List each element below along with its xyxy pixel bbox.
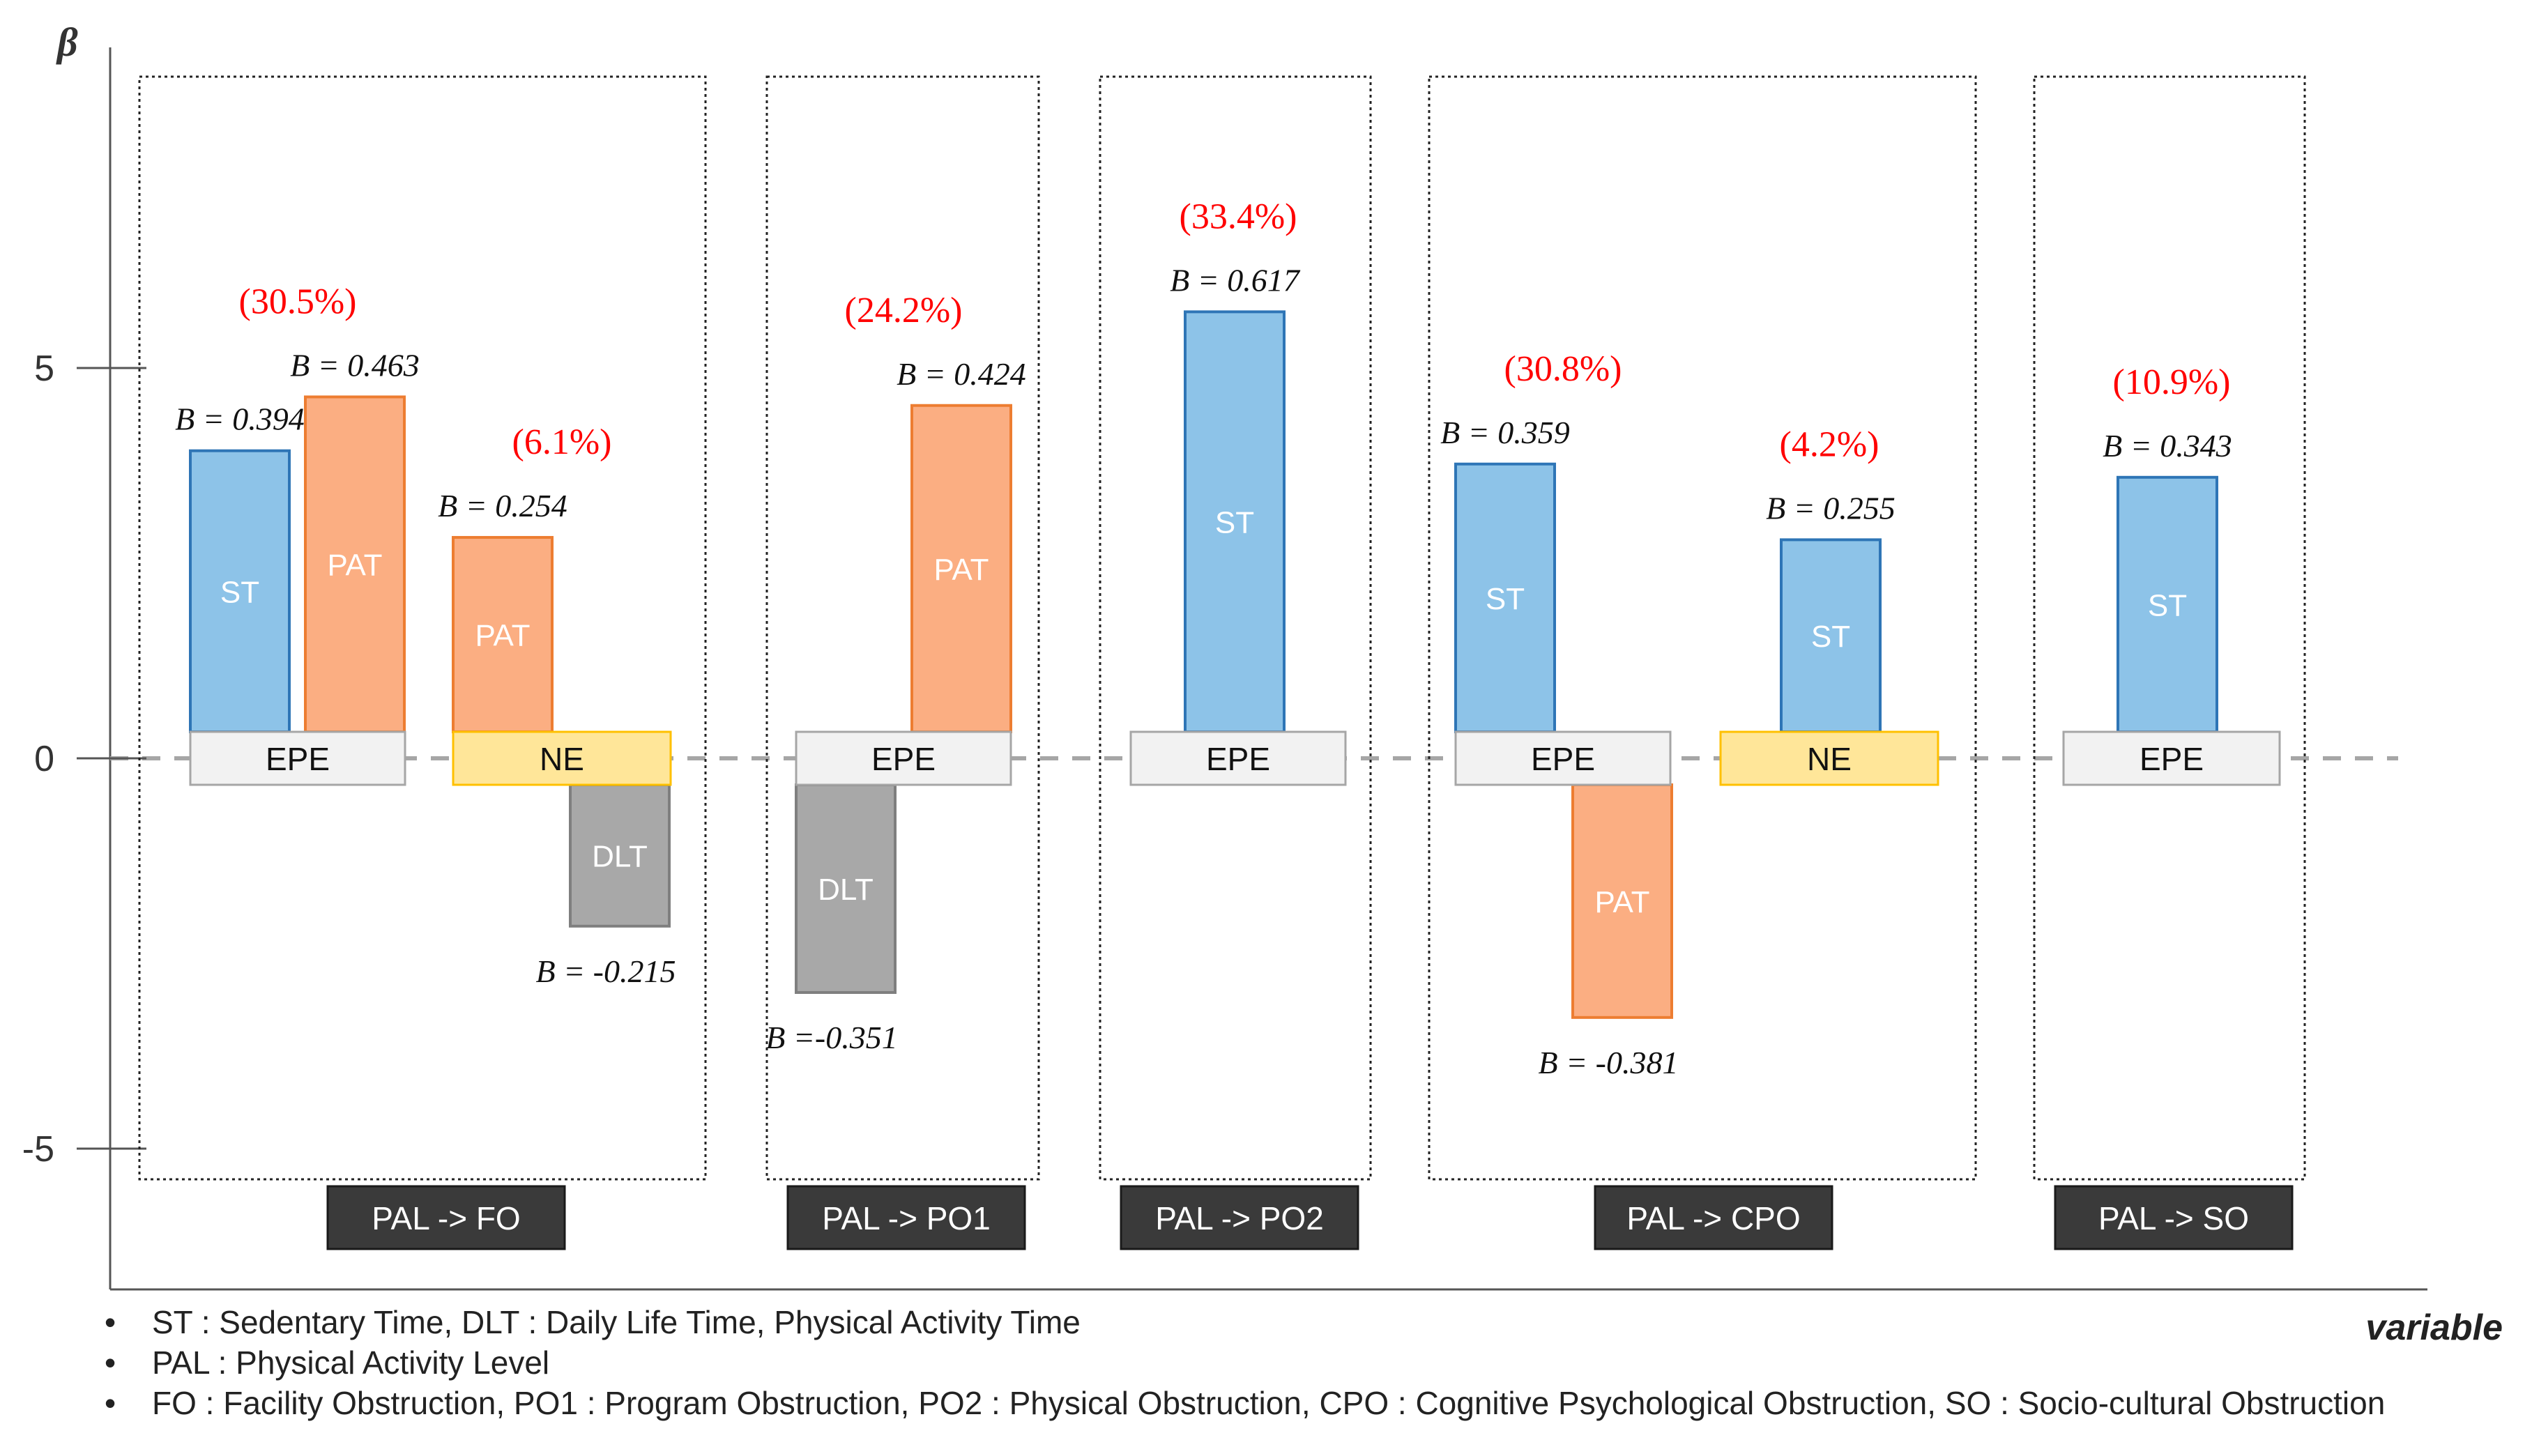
panel-label: PAL -> PO1 bbox=[822, 1200, 991, 1236]
panel-label: PAL -> FO bbox=[372, 1200, 520, 1236]
footnote-text: FO : Facility Obstruction, PO1 : Program… bbox=[152, 1385, 2386, 1421]
bar-dlt bbox=[795, 783, 897, 994]
footnote-item: • FO : Facility Obstruction, PO1 : Progra… bbox=[105, 1383, 2385, 1423]
panel-frame bbox=[765, 75, 1040, 1181]
b-value-label: B = 0.617 bbox=[1170, 262, 1301, 298]
mediator-label: EPE bbox=[266, 741, 330, 777]
mediator-box-epe bbox=[1454, 730, 1672, 786]
bullet: • bbox=[105, 1385, 116, 1421]
bar-name-label: ST bbox=[1215, 506, 1254, 540]
mediator-label: EPE bbox=[871, 741, 936, 777]
panel-label-box bbox=[1120, 1185, 1359, 1250]
b-value-label: B = 0.254 bbox=[438, 488, 567, 523]
bar-st bbox=[189, 449, 291, 733]
bar-name-label: DLT bbox=[818, 873, 874, 907]
percent-label: (33.4%) bbox=[1180, 197, 1297, 236]
mediator-label: EPE bbox=[1206, 741, 1270, 777]
bar-name-label: PAT bbox=[933, 553, 989, 587]
bar-name-label: ST bbox=[220, 575, 259, 609]
panel-label-box bbox=[786, 1185, 1026, 1250]
mediator-box-epe bbox=[795, 730, 1012, 786]
panel-label: PAL -> PO2 bbox=[1155, 1200, 1324, 1236]
percent-label: (30.5%) bbox=[239, 282, 357, 321]
bar-name-label: PAT bbox=[1594, 885, 1649, 919]
bar-name-label: PAT bbox=[327, 549, 382, 583]
b-value-label: B = 0.394 bbox=[175, 401, 305, 437]
panel-label: PAL -> SO bbox=[2098, 1200, 2249, 1236]
y-tick-label: 0 bbox=[34, 739, 54, 779]
b-value-label: B = 0.255 bbox=[1766, 490, 1896, 526]
mediator-box-ne bbox=[452, 730, 672, 786]
labels: ST PAT EPE B = 0.394 B = 0.463 (30.5%) PAT DLT N… bbox=[175, 197, 2232, 1080]
b-value-label: B =-0.351 bbox=[765, 1020, 897, 1055]
bar-pat bbox=[910, 404, 1012, 733]
panel-frame bbox=[1099, 75, 1372, 1181]
mediator-box-epe bbox=[1129, 730, 1347, 786]
percent-label: (4.2%) bbox=[1780, 424, 1879, 464]
panels: PAL -> FO PAL -> PO1 PAL -> PO2 PAL -> CPO P… bbox=[138, 75, 2306, 1250]
bar-st bbox=[2117, 475, 2218, 733]
panel-frame bbox=[2033, 75, 2306, 1181]
b-value-label: B = 0.343 bbox=[2103, 428, 2232, 463]
panel-label-box bbox=[326, 1185, 566, 1250]
bullet: • bbox=[105, 1344, 116, 1381]
mediator-label: EPE bbox=[2140, 741, 2204, 777]
mediator-box-ne bbox=[1719, 730, 1939, 786]
panel-frame bbox=[138, 75, 707, 1181]
mediator-box-epe bbox=[2062, 730, 2281, 786]
y-tick-label: -5 bbox=[22, 1129, 54, 1170]
footnote-item: • PAL : Physical Activity Level bbox=[105, 1342, 2385, 1383]
x-axis-label: variable bbox=[2365, 1308, 2503, 1348]
bar-st bbox=[1454, 462, 1556, 733]
bar-name-label: ST bbox=[1811, 620, 1850, 654]
bullet: • bbox=[105, 1304, 116, 1340]
panel-label-box bbox=[2054, 1185, 2294, 1250]
bar-name-label: DLT bbox=[592, 839, 648, 873]
panel-label: PAL -> CPO bbox=[1626, 1200, 1800, 1236]
bar-st bbox=[1780, 538, 1882, 734]
footnote-text: ST : Sedentary Time, DLT : Daily Life Ti… bbox=[152, 1304, 1081, 1340]
panel-frame bbox=[1428, 75, 1977, 1181]
mediator-label: NE bbox=[1807, 741, 1852, 777]
b-value-label: B = -0.215 bbox=[536, 953, 676, 989]
panel-label-box bbox=[1594, 1185, 1833, 1250]
percent-label: (10.9%) bbox=[2113, 362, 2231, 402]
bar-name-label: ST bbox=[1486, 582, 1525, 616]
bar-st bbox=[1184, 310, 1286, 733]
b-value-label: B = 0.424 bbox=[897, 356, 1026, 392]
footnote-text: PAL : Physical Activity Level bbox=[152, 1344, 550, 1381]
y-tick-label: 5 bbox=[34, 348, 54, 389]
bar-name-label: PAT bbox=[475, 619, 530, 653]
bar-dlt bbox=[569, 783, 671, 928]
percent-label: (30.8%) bbox=[1504, 349, 1622, 389]
b-value-label: B = -0.381 bbox=[1539, 1045, 1679, 1080]
percent-label: (6.1%) bbox=[512, 422, 612, 462]
bars bbox=[189, 310, 2281, 1019]
b-value-label: B = 0.359 bbox=[1440, 415, 1570, 450]
footnote-item: • ST : Sedentary Time, DLT : Daily Life T… bbox=[105, 1302, 2385, 1342]
footnotes: • ST : Sedentary Time, DLT : Daily Life T… bbox=[105, 1302, 2385, 1423]
mediator-label: EPE bbox=[1531, 741, 1595, 777]
bar-pat bbox=[452, 536, 554, 733]
axes: 5 0 -5 β variable bbox=[22, 20, 2503, 1348]
mediator-label: NE bbox=[540, 741, 584, 777]
y-axis-label: β bbox=[56, 20, 78, 65]
bar-name-label: ST bbox=[2148, 588, 2187, 622]
b-value-label: B = 0.463 bbox=[290, 347, 420, 383]
mediator-box-epe bbox=[189, 730, 406, 786]
bar-pat bbox=[1571, 783, 1673, 1019]
bar-pat bbox=[304, 395, 406, 733]
percent-label: (24.2%) bbox=[845, 291, 963, 330]
